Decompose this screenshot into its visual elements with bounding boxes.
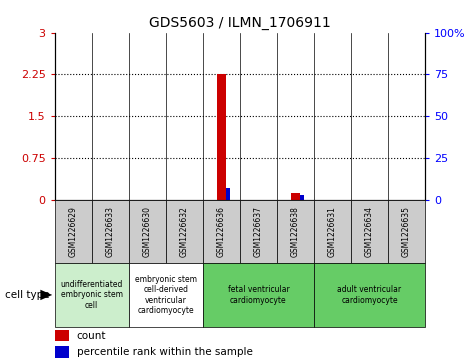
Text: GSM1226634: GSM1226634 — [365, 206, 374, 257]
FancyBboxPatch shape — [55, 200, 92, 263]
FancyBboxPatch shape — [277, 200, 314, 263]
FancyBboxPatch shape — [203, 200, 240, 263]
Text: GSM1226637: GSM1226637 — [254, 206, 263, 257]
Bar — [226, 188, 230, 200]
Text: GSM1226635: GSM1226635 — [402, 206, 411, 257]
FancyBboxPatch shape — [129, 200, 166, 263]
FancyBboxPatch shape — [92, 200, 129, 263]
Text: undifferentiated
embryonic stem
cell: undifferentiated embryonic stem cell — [60, 280, 123, 310]
Text: adult ventricular
cardiomyocyte: adult ventricular cardiomyocyte — [338, 285, 402, 305]
Polygon shape — [40, 290, 52, 300]
Text: count: count — [77, 331, 106, 341]
Text: GSM1226629: GSM1226629 — [69, 206, 77, 257]
Text: percentile rank within the sample: percentile rank within the sample — [77, 347, 253, 357]
FancyBboxPatch shape — [166, 200, 203, 263]
FancyBboxPatch shape — [314, 200, 351, 263]
Text: cell type: cell type — [5, 290, 49, 300]
Bar — [300, 195, 304, 200]
FancyBboxPatch shape — [203, 263, 314, 327]
Bar — [55, 346, 69, 358]
Text: GSM1226631: GSM1226631 — [328, 206, 337, 257]
Text: GSM1226633: GSM1226633 — [106, 206, 114, 257]
Text: GSM1226632: GSM1226632 — [180, 206, 189, 257]
Bar — [291, 193, 300, 200]
Title: GDS5603 / ILMN_1706911: GDS5603 / ILMN_1706911 — [149, 16, 331, 30]
FancyBboxPatch shape — [351, 200, 388, 263]
FancyBboxPatch shape — [314, 263, 425, 327]
Text: GSM1226630: GSM1226630 — [143, 206, 152, 257]
FancyBboxPatch shape — [129, 263, 203, 327]
FancyBboxPatch shape — [240, 200, 277, 263]
Text: embryonic stem
cell-derived
ventricular
cardiomyocyte: embryonic stem cell-derived ventricular … — [135, 275, 197, 315]
FancyBboxPatch shape — [388, 200, 425, 263]
Text: GSM1226638: GSM1226638 — [291, 206, 300, 257]
FancyBboxPatch shape — [55, 263, 129, 327]
Text: fetal ventricular
cardiomyocyte: fetal ventricular cardiomyocyte — [228, 285, 289, 305]
Bar — [217, 74, 226, 200]
Text: GSM1226636: GSM1226636 — [217, 206, 226, 257]
Bar — [55, 330, 69, 341]
